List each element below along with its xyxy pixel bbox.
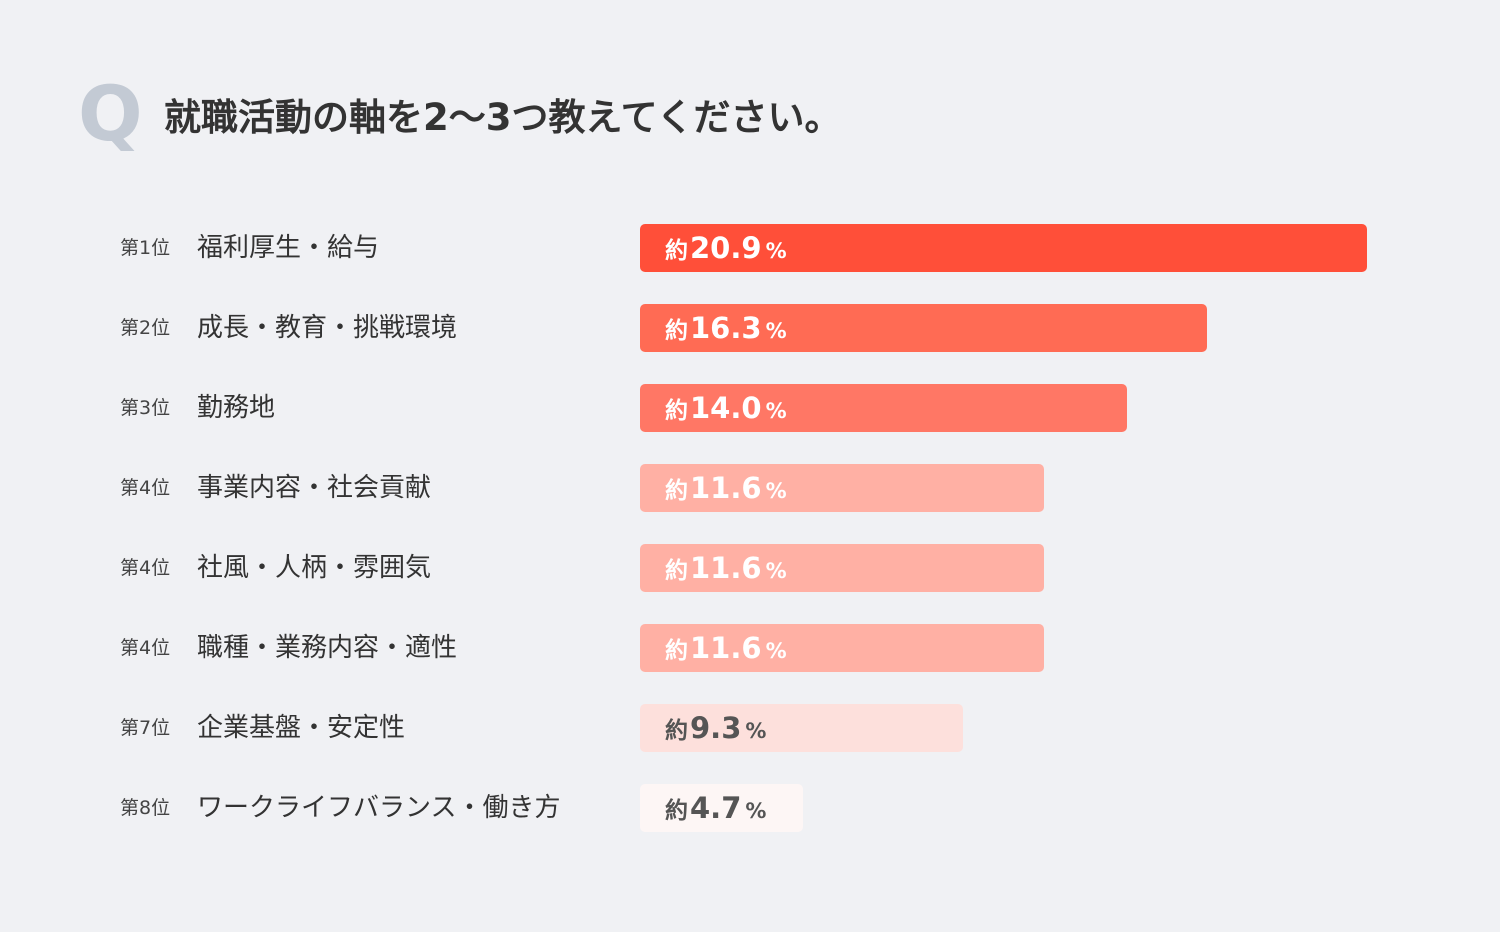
rank-label: 第4位 [120, 637, 171, 659]
value-prefix: 約 [665, 718, 688, 744]
value-prefix: 約 [665, 798, 688, 824]
value-unit: % [745, 719, 767, 743]
chart-row: 第4位 社風・人柄・雰囲気 約11.6% [0, 544, 1500, 592]
rank-label: 第7位 [120, 717, 171, 739]
bar-value-label: 約9.3% [665, 704, 766, 752]
category-label: 成長・教育・挑戦環境 [197, 313, 458, 343]
bar [640, 544, 1044, 592]
value-unit: % [765, 479, 787, 503]
rank-label: 第1位 [120, 237, 171, 259]
value-unit: % [765, 559, 787, 583]
q-mark-icon: Q [78, 69, 143, 158]
chart-row: 第1位 福利厚生・給与 約20.9% [0, 224, 1500, 272]
bar [640, 464, 1044, 512]
value-number: 16.3 [690, 311, 762, 345]
bar [640, 624, 1044, 672]
value-number: 9.3 [690, 711, 742, 745]
value-number: 4.7 [690, 791, 742, 825]
bar [640, 784, 803, 832]
rank-label: 第4位 [120, 557, 171, 579]
bar [640, 384, 1127, 432]
chart-row: 第4位 事業内容・社会貢献 約11.6% [0, 464, 1500, 512]
rank-label: 第4位 [120, 477, 171, 499]
bar-value-label: 約11.6% [665, 464, 787, 512]
category-label: 職種・業務内容・適性 [197, 633, 458, 663]
question-header: Q 就職活動の軸を2〜3つ教えてください。 [78, 69, 842, 158]
bar-value-label: 約20.9% [665, 224, 787, 272]
rank-label: 第2位 [120, 317, 171, 339]
category-label: 企業基盤・安定性 [197, 713, 406, 743]
bar [640, 304, 1207, 352]
chart-row: 第3位 勤務地 約14.0% [0, 384, 1500, 432]
value-prefix: 約 [665, 398, 688, 424]
value-unit: % [765, 239, 787, 263]
category-label: 勤務地 [197, 393, 276, 423]
category-label: 福利厚生・給与 [197, 233, 380, 263]
bar-value-label: 約16.3% [665, 304, 787, 352]
bar-value-label: 約14.0% [665, 384, 787, 432]
bar-value-label: 約11.6% [665, 544, 787, 592]
value-prefix: 約 [665, 318, 688, 344]
value-number: 14.0 [690, 391, 762, 425]
value-number: 20.9 [690, 231, 762, 265]
category-label: 社風・人柄・雰囲気 [197, 553, 432, 583]
value-unit: % [765, 399, 787, 423]
bar-value-label: 約11.6% [665, 624, 787, 672]
value-unit: % [745, 799, 767, 823]
chart-row: 第4位 職種・業務内容・適性 約11.6% [0, 624, 1500, 672]
value-prefix: 約 [665, 238, 688, 264]
value-number: 11.6 [690, 631, 762, 665]
value-prefix: 約 [665, 558, 688, 584]
value-number: 11.6 [690, 471, 762, 505]
rank-label: 第8位 [120, 797, 171, 819]
value-unit: % [765, 639, 787, 663]
question-title: 就職活動の軸を2〜3つ教えてください。 [164, 96, 842, 139]
bar [640, 704, 963, 752]
chart-row: 第8位 ワークライフバランス・働き方 約4.7% [0, 784, 1500, 832]
bar-value-label: 約4.7% [665, 784, 766, 832]
category-label: ワークライフバランス・働き方 [197, 793, 561, 823]
category-label: 事業内容・社会貢献 [197, 473, 432, 503]
chart-row: 第7位 企業基盤・安定性 約9.3% [0, 704, 1500, 752]
value-number: 11.6 [690, 551, 762, 585]
value-prefix: 約 [665, 478, 688, 504]
rank-label: 第3位 [120, 397, 171, 419]
bar [640, 224, 1367, 272]
value-prefix: 約 [665, 638, 688, 664]
chart-row: 第2位 成長・教育・挑戦環境 約16.3% [0, 304, 1500, 352]
value-unit: % [765, 319, 787, 343]
